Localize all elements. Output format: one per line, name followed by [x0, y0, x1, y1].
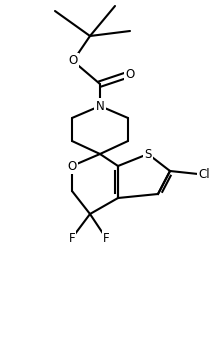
Text: O: O [68, 55, 78, 67]
Text: F: F [103, 231, 109, 245]
Text: F: F [69, 231, 75, 245]
Text: Cl: Cl [198, 167, 210, 181]
Text: S: S [144, 147, 152, 161]
Text: O: O [125, 67, 135, 81]
Text: N: N [96, 100, 104, 112]
Text: O: O [67, 160, 77, 173]
